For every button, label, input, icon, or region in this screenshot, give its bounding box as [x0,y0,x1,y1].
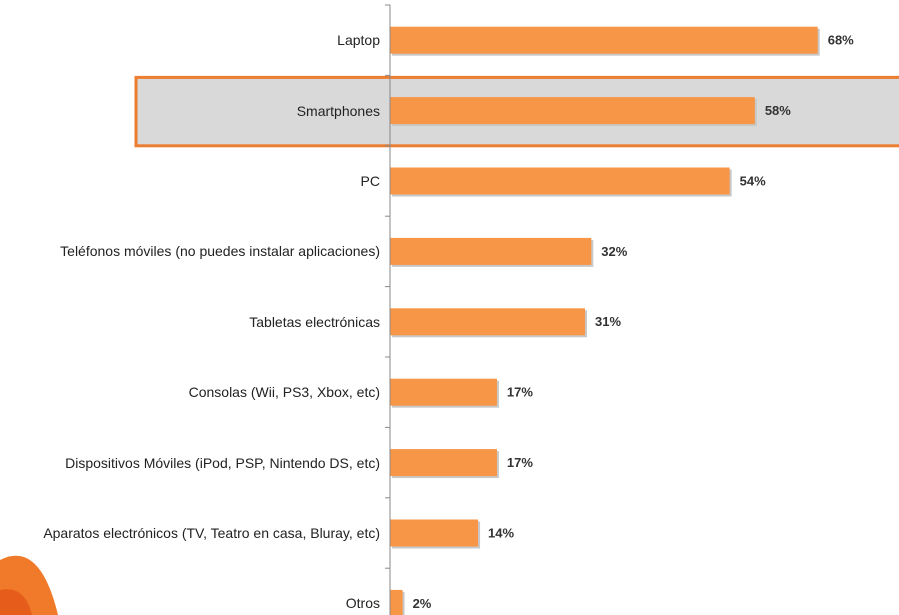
category-label: Teléfonos móviles (no puedes instalar ap… [12,216,380,286]
category-label: Tabletas electrónicas [12,287,380,357]
bar [390,26,818,54]
value-label: 54% [740,173,766,188]
bar [390,97,755,125]
bar [390,449,497,477]
category-text: Dispositivos Móviles (iPod, PSP, Nintend… [65,454,380,471]
category-text: Teléfonos móviles (no puedes instalar ap… [60,243,380,260]
value-label: 31% [595,314,621,329]
value-label: 68% [828,33,854,48]
decoration [0,589,32,615]
category-label: Laptop [12,5,380,75]
category-text: Smartphones [296,102,380,119]
category-label: Consolas (Wii, PS3, Xbox, etc) [12,357,380,427]
value-label: 17% [507,455,533,470]
value-label: 32% [601,244,627,259]
bar [390,589,403,615]
category-label: Aparatos electrónicos (TV, Teatro en cas… [12,498,380,568]
category-label: Smartphones [12,75,380,145]
bar [390,519,479,547]
category-label: PC [12,146,380,216]
value-label: 17% [507,385,533,400]
bar [390,308,585,336]
category-label: Otros [12,568,380,615]
bar [390,237,592,265]
category-text: Consolas (Wii, PS3, Xbox, etc) [188,384,380,401]
category-text: Laptop [337,32,380,49]
category-text: Tabletas electrónicas [249,313,380,330]
category-text: Otros [345,595,380,612]
bar [390,378,497,406]
category-text: PC [360,172,380,189]
category-label: Dispositivos Móviles (iPod, PSP, Nintend… [12,427,380,497]
value-label: 58% [765,103,791,118]
category-text: Aparatos electrónicos (TV, Teatro en cas… [43,524,380,541]
bar [390,167,730,195]
value-label: 14% [488,525,514,540]
value-label: 2% [413,596,432,611]
